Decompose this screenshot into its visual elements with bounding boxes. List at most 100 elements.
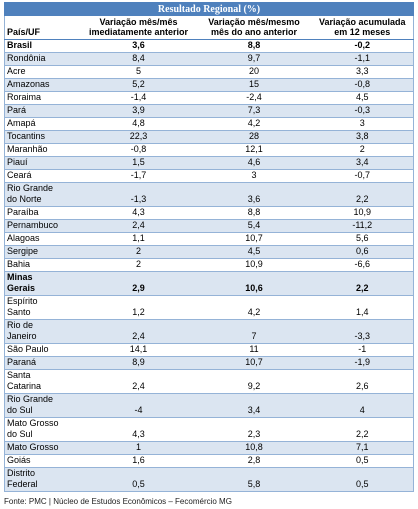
value-cell: -3,3 [311,319,414,344]
value-cell: 8,4 [80,52,197,66]
value-cell: 12,1 [196,143,312,157]
region-cell: Goiás [4,454,81,468]
value-cell: 2 [80,245,197,259]
region-cell: Tocantins [4,130,81,144]
value-cell: -1,4 [80,91,197,105]
region-label: Rio Grande do Norte [7,183,54,204]
header-row: País/UF Variação mês/mês imediatamente an… [4,15,414,40]
region-label: Pará [7,105,27,115]
value-cell: 2,4 [80,319,197,344]
value-cell: 1,5 [80,156,197,170]
region-label: Sergipe [7,246,39,256]
region-label: Rio Grande do Sul [7,394,54,415]
table-row: Brasil 3,6 8,8 -0,2 [4,39,414,53]
value-cell: 7 [196,319,312,344]
value-cell: 3,8 [311,130,414,144]
region-label: Ceará [7,170,32,180]
region-cell: Mato Grosso [4,441,81,455]
value-cell: 20 [196,65,312,79]
region-cell: Espírito Santo [4,295,81,320]
table-row: Ceará -1,7 3 -0,7 [4,169,414,183]
region-cell: Ceará [4,169,81,183]
value-cell: 3,4 [196,393,312,418]
value-cell: 10,7 [196,356,312,370]
value-cell: 2,4 [80,369,197,394]
value-cell: -4 [80,393,197,418]
column-header: País/UF [4,15,81,40]
value-cell: 4,5 [196,245,312,259]
value-cell: 1,1 [80,232,197,246]
value-cell: 3 [311,117,414,131]
region-cell: São Paulo [4,343,81,357]
value-cell: 3,4 [311,156,414,170]
region-label: Distrito Federal [7,468,38,489]
value-cell: 5,8 [196,467,312,492]
region-cell: Mato Grosso do Sul [4,417,81,442]
value-cell: -0,3 [311,104,414,118]
table-container: Resultado Regional (%) País/UF Variação m… [3,2,415,492]
region-cell: Pernambuco [4,219,81,233]
value-cell: -1,1 [311,52,414,66]
value-cell: 2 [311,143,414,157]
value-cell: 2,3 [196,417,312,442]
region-label: Paraná [7,357,37,367]
region-cell: Brasil [4,39,81,53]
table-row: Distrito Federal 0,5 5,8 0,5 [4,467,414,492]
value-cell: 4,3 [80,417,197,442]
value-cell: 7,1 [311,441,414,455]
value-cell: -0,8 [80,143,197,157]
table-title: Resultado Regional (%) [3,2,415,16]
region-cell: Roraima [4,91,81,105]
value-cell: -1,3 [80,182,197,207]
value-cell: 28 [196,130,312,144]
value-cell: 2,4 [80,219,197,233]
value-cell: 1,4 [311,295,414,320]
value-cell: 1,6 [80,454,197,468]
value-cell: 22,3 [80,130,197,144]
value-cell: 11 [196,343,312,357]
value-cell: 4,8 [80,117,197,131]
value-cell: -11,2 [311,219,414,233]
value-cell: 3 [196,169,312,183]
region-label: Santa Catarina [7,370,42,391]
region-label: Brasil [7,40,33,50]
table-row: Paraíba 4,3 8,8 10,9 [4,206,414,220]
column-header: Variação mês/mesmo mês do ano anterior [196,15,312,40]
table-row: Alagoas 1,1 10,7 5,6 [4,232,414,246]
region-label: Rio de Janeiro [7,320,37,341]
value-cell: 2,6 [311,369,414,394]
region-label: Pernambuco [7,220,59,230]
table-body: Brasil 3,6 8,8 -0,2 Rondônia 8,4 9,7 -1,1 Acre 5 2… [4,39,414,492]
value-cell: 2,9 [80,271,197,296]
region-cell: Amapá [4,117,81,131]
value-cell: 4,2 [196,295,312,320]
value-cell: 0,5 [80,467,197,492]
region-label: São Paulo [7,344,49,354]
region-label: Mato Grosso do Sul [7,418,59,439]
region-cell: Santa Catarina [4,369,81,394]
table-row: Amazonas 5,2 15 -0,8 [4,78,414,92]
region-cell: Paraíba [4,206,81,220]
region-cell: Amazonas [4,78,81,92]
region-label: Minas Gerais [7,272,36,293]
region-cell: Rio Grande do Norte [4,182,81,207]
column-header: Variação mês/mês imediatamente anterior [80,15,197,40]
region-label: Mato Grosso [7,442,59,452]
table-row: Paraná 8,9 10,7 -1,9 [4,356,414,370]
column-header: Variação acumulada em 12 meses [311,15,414,40]
region-cell: Bahia [4,258,81,272]
value-cell: 8,8 [196,206,312,220]
region-cell: Alagoas [4,232,81,246]
region-label: Alagoas [7,233,40,243]
value-cell: 8,8 [196,39,312,53]
value-cell: 10,7 [196,232,312,246]
value-cell: -2,4 [196,91,312,105]
value-cell: 1 [80,441,197,455]
value-cell: 5,6 [311,232,414,246]
value-cell: -0,8 [311,78,414,92]
region-cell: Sergipe [4,245,81,259]
table-row: Rio Grande do Norte -1,3 3,6 2,2 [4,182,414,207]
region-label: Amazonas [7,79,50,89]
value-cell: 0,6 [311,245,414,259]
value-cell: 1,2 [80,295,197,320]
